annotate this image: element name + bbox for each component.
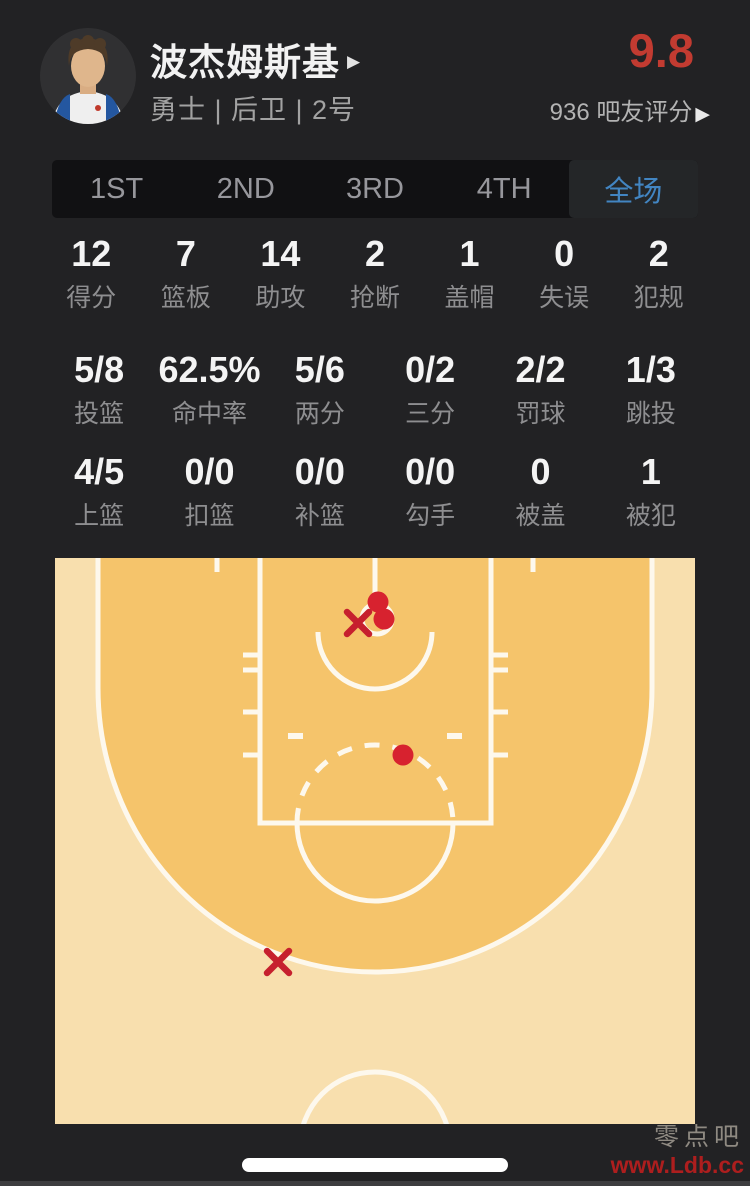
tab-full-game[interactable]: 全场 (568, 160, 698, 218)
player-name-row[interactable]: 波杰姆斯基 ▶ (150, 32, 360, 86)
tab-1st[interactable]: 1ST (90, 172, 144, 205)
stat-3pt: 0/2 三分 (405, 349, 456, 429)
stats-row-shot-types: 4/5 上篮 0/0 扣篮 0/0 补篮 0/0 勾手 0 被盖 1 被犯 (44, 451, 706, 531)
court-lines (95, 558, 655, 1124)
tab-3rd[interactable]: 3RD (345, 172, 404, 205)
player-avatar[interactable] (40, 28, 136, 124)
rating-caption[interactable]: 936 吧友评分 ▶ (550, 92, 710, 127)
free-throw-circle-dashed (294, 742, 456, 824)
shot-chart (55, 558, 695, 1124)
restricted-area-arc (315, 631, 435, 692)
stat-jumpshot: 1/3 跳投 (625, 349, 676, 429)
rating-score: 9.8 (628, 24, 694, 77)
center-circle (301, 1069, 449, 1124)
quarter-tabbar: 1ST 2ND 3RD 4TH 全场 (52, 160, 698, 218)
bottom-strip (0, 1181, 750, 1186)
stat-got-blocked: 0 被盖 (515, 451, 566, 531)
missed-shot-marker (343, 608, 373, 638)
stat-putback: 0/0 补篮 (294, 451, 345, 531)
stat-steals: 2 抢断 (349, 233, 400, 313)
stat-dunk: 0/0 扣篮 (184, 451, 235, 531)
stat-fg: 5/8 投篮 (74, 349, 125, 429)
missed-shot-marker (263, 947, 293, 977)
court-svg (55, 558, 695, 1124)
tab-4th[interactable]: 4TH (476, 172, 532, 205)
stats-row-shooting: 5/8 投篮 62.5% 命中率 5/6 两分 0/2 三分 2/2 罚球 1/3 跳投 (44, 349, 706, 429)
player-photo-icon (40, 28, 136, 124)
watermark-title: 零点吧 (653, 1122, 744, 1151)
stat-points: 12 得分 (66, 233, 117, 313)
stat-hook: 0/0 勾手 (405, 451, 456, 531)
three-point-line (95, 558, 655, 975)
made-shot-marker (367, 591, 389, 613)
free-throw-circle-solid (294, 822, 456, 904)
player-header: 波杰姆斯基 ▶ 勇士 | 后卫 | 2号 9.8 936 吧友评分 ▶ (40, 26, 710, 128)
court-inner-floor (98, 558, 652, 972)
stat-2pt: 5/6 两分 (294, 349, 345, 429)
stat-fouled: 1 被犯 (625, 451, 676, 531)
stats-row-basic: 12 得分 7 篮板 14 助攻 2 抢断 1 盖帽 0 失误 2 犯规 (44, 233, 706, 313)
stat-rebounds: 7 篮板 (160, 233, 211, 313)
player-name: 波杰姆斯基 (150, 42, 340, 83)
tab-2nd[interactable]: 2ND (216, 172, 275, 205)
stat-ft: 2/2 罚球 (515, 349, 566, 429)
chevron-right-icon: ▶ (347, 52, 361, 71)
shot-markers (263, 591, 414, 977)
rating-caption-text: 936 吧友评分 (549, 99, 693, 126)
rating-block: 9.8 936 吧友评分 ▶ (550, 26, 710, 127)
stat-fouls: 2 犯规 (633, 233, 684, 313)
stat-fg-pct: 62.5% 命中率 (158, 349, 261, 429)
key-lane-lines (257, 558, 494, 826)
baseline-stubs (214, 558, 536, 572)
chevron-right-icon: ▶ (695, 104, 710, 125)
watermark-url: www.Ldb.cc (610, 1152, 744, 1178)
made-shot-marker (392, 744, 414, 766)
player-meta: 勇士 | 后卫 | 2号 (150, 95, 357, 125)
stat-layup: 4/5 上篮 (74, 451, 125, 531)
stat-blocks: 1 盖帽 (444, 233, 495, 313)
stat-turnovers: 0 失误 (539, 233, 590, 313)
home-indicator[interactable] (242, 1158, 508, 1172)
watermark: 零点吧 www.Ldb.cc (611, 1122, 744, 1178)
lane-hash-marks (243, 652, 508, 758)
stat-assists: 14 助攻 (255, 233, 306, 313)
made-shot-marker (373, 608, 395, 630)
